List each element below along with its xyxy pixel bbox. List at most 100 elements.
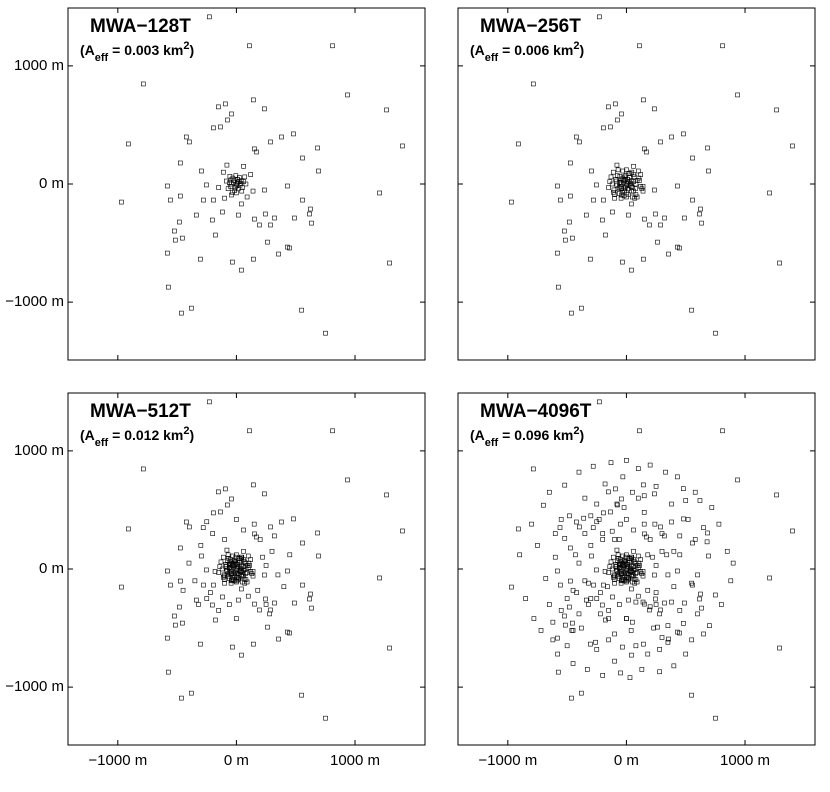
station — [562, 228, 567, 234]
station — [567, 604, 572, 610]
area-label-part: 2 — [183, 40, 189, 52]
station — [658, 607, 663, 613]
panel: MWA−256T (Aeff = 0.006 km2) — [457, 7, 816, 361]
area-label-part: 2 — [183, 425, 189, 437]
panel-title: MWA−512T — [90, 401, 191, 422]
station — [624, 167, 629, 173]
station — [210, 602, 215, 608]
station — [689, 637, 694, 643]
station — [612, 537, 617, 542]
station — [655, 239, 660, 245]
station — [567, 219, 572, 225]
station — [671, 663, 677, 669]
station — [562, 535, 568, 541]
station — [634, 194, 640, 200]
station — [300, 155, 305, 161]
station — [606, 489, 611, 495]
station — [345, 477, 350, 483]
area-label-part: = 0.012 km — [108, 427, 183, 443]
station — [239, 652, 244, 658]
station — [225, 502, 230, 508]
station — [248, 569, 253, 574]
station — [268, 139, 273, 145]
station — [671, 584, 677, 590]
station — [574, 590, 579, 595]
station — [229, 189, 235, 195]
station — [250, 188, 256, 194]
station — [224, 178, 229, 184]
station — [705, 530, 710, 536]
station — [697, 596, 702, 602]
station — [579, 305, 584, 311]
station — [612, 631, 617, 637]
station — [241, 576, 247, 582]
station — [220, 594, 225, 600]
station — [628, 184, 634, 189]
station — [677, 608, 683, 613]
station — [594, 567, 599, 573]
station — [626, 171, 632, 176]
station — [677, 533, 683, 539]
station — [639, 667, 645, 672]
station — [614, 501, 620, 507]
station — [377, 575, 382, 581]
station — [682, 600, 687, 606]
station — [241, 564, 246, 569]
station — [179, 695, 184, 701]
station — [239, 557, 245, 563]
station — [299, 307, 304, 313]
station — [178, 578, 183, 584]
station — [682, 215, 687, 221]
station — [285, 183, 290, 189]
area-label-part: = 0.003 km — [108, 42, 183, 58]
station — [669, 134, 674, 140]
station — [165, 250, 170, 256]
station — [247, 43, 252, 49]
station — [384, 492, 389, 498]
panel: −1000 m 0 m 1000 m MWA−4096T (Aeff = 0.096 k… — [457, 392, 816, 769]
station — [613, 564, 619, 569]
station — [263, 211, 268, 217]
station — [701, 525, 706, 530]
station — [624, 458, 629, 463]
station — [606, 608, 611, 613]
points — [509, 14, 795, 336]
area-label-part: eff — [485, 437, 499, 449]
station — [252, 601, 257, 607]
station — [614, 569, 620, 574]
station — [652, 187, 657, 193]
station — [309, 220, 314, 226]
station — [631, 172, 636, 177]
station — [600, 602, 605, 608]
station — [665, 623, 671, 628]
station — [635, 593, 641, 599]
station — [199, 553, 204, 559]
station — [234, 578, 240, 584]
station — [213, 617, 218, 623]
station — [631, 527, 636, 533]
station — [625, 574, 630, 580]
station — [602, 481, 608, 487]
station — [664, 552, 670, 558]
station — [531, 466, 536, 472]
station — [216, 104, 221, 110]
station — [244, 194, 250, 200]
station — [556, 284, 561, 290]
station — [165, 568, 170, 574]
station — [614, 182, 620, 188]
station — [211, 582, 216, 588]
station — [635, 168, 641, 174]
station — [178, 160, 183, 166]
station — [569, 310, 574, 316]
station — [531, 616, 537, 621]
station — [204, 596, 210, 601]
station — [236, 212, 241, 218]
station — [272, 600, 277, 606]
station — [631, 179, 636, 184]
station — [594, 501, 600, 507]
station — [685, 517, 691, 522]
station — [330, 428, 335, 434]
station — [186, 560, 192, 566]
station — [641, 493, 647, 499]
station — [550, 619, 556, 625]
